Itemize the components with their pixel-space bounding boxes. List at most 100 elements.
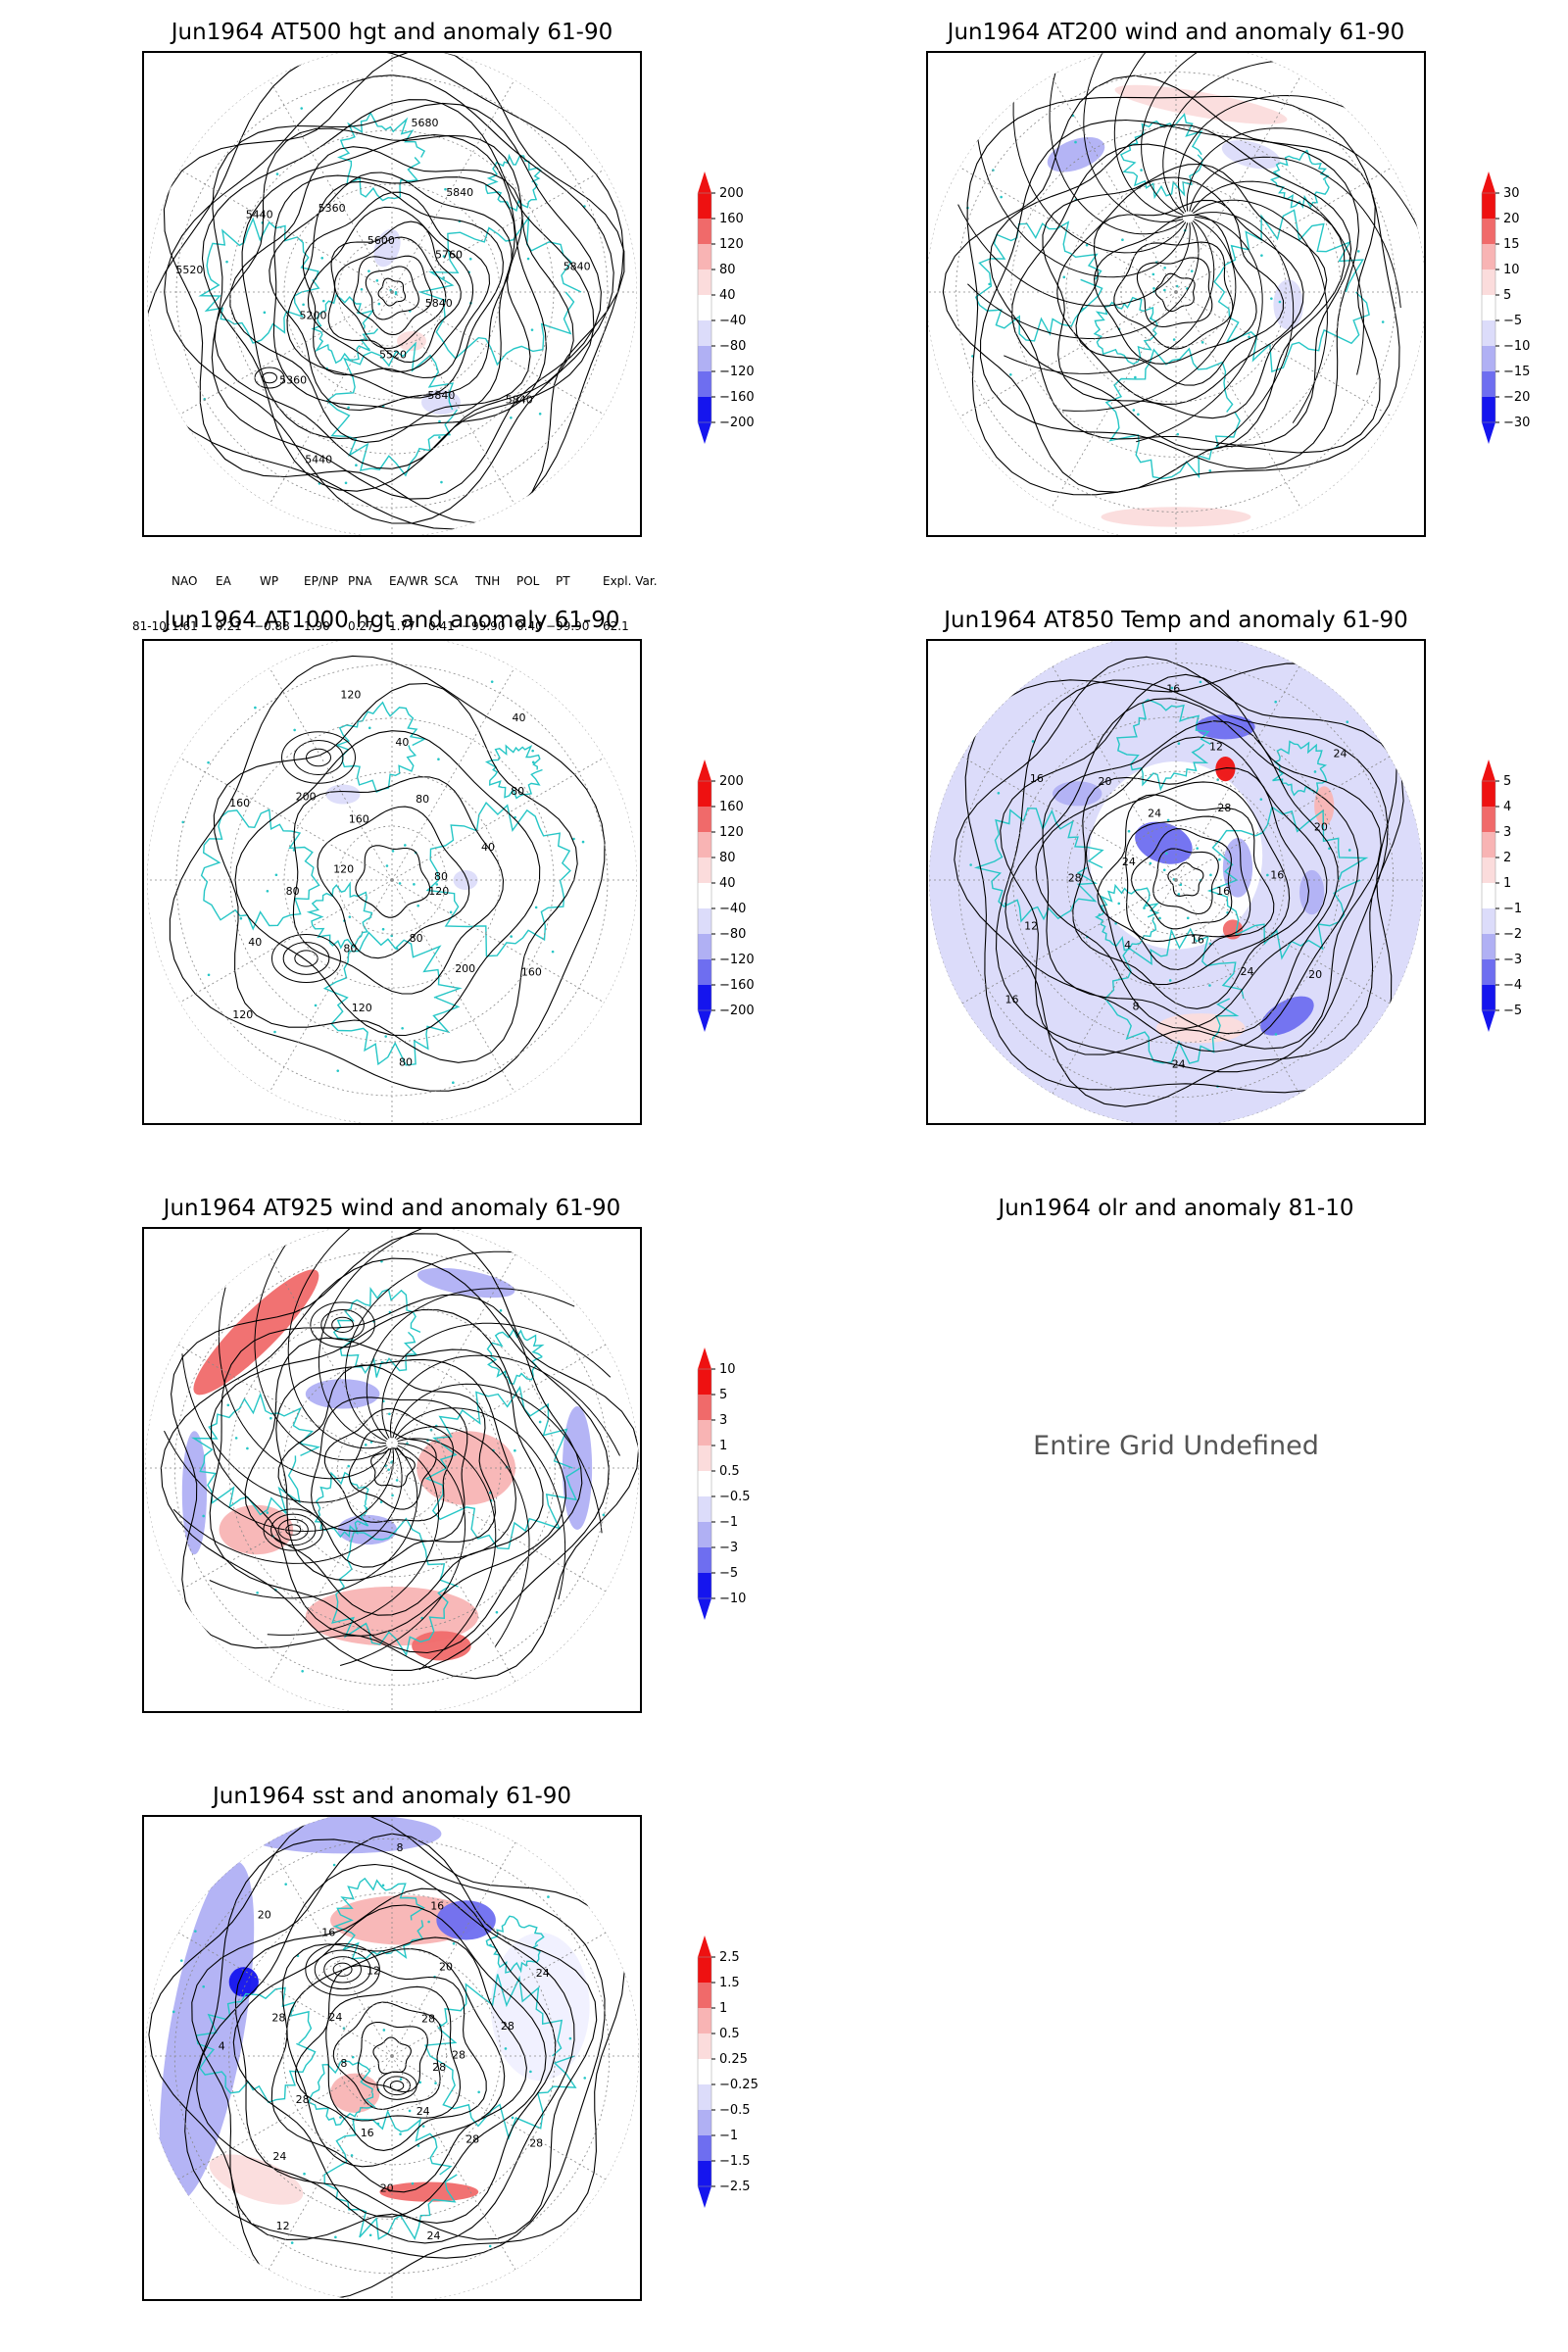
coastline bbox=[334, 701, 427, 794]
coastline bbox=[200, 808, 320, 931]
contour-label: 80 bbox=[399, 1056, 413, 1069]
anomaly-shading bbox=[379, 2181, 479, 2202]
colorbar-bin bbox=[698, 295, 711, 320]
colorbar-arrow-top bbox=[1482, 172, 1495, 193]
island bbox=[421, 2125, 425, 2128]
panel-title-at1000: Jun1964 AT1000 hgt and anomaly 61-90 bbox=[164, 608, 620, 633]
colorbar-bin bbox=[698, 1446, 711, 1471]
island bbox=[395, 947, 399, 951]
island bbox=[568, 2036, 572, 2040]
colorbar-label: −2 bbox=[1503, 927, 1522, 942]
panel-title-at925: Jun1964 AT925 wind and anomaly 61-90 bbox=[163, 1196, 621, 1221]
streamline bbox=[339, 1443, 466, 1666]
island bbox=[226, 1403, 230, 1407]
island bbox=[347, 1464, 350, 1468]
colorbar-bin bbox=[1482, 397, 1495, 422]
undefined-grid-message: Entire Grid Undefined bbox=[1033, 1431, 1319, 1461]
index-value: 0.27 bbox=[348, 619, 374, 633]
island bbox=[1248, 335, 1250, 339]
island bbox=[490, 680, 494, 683]
contour-label: 12 bbox=[367, 1965, 380, 1978]
anomaly-shading bbox=[1101, 507, 1251, 527]
island bbox=[339, 2116, 342, 2119]
island bbox=[449, 910, 453, 914]
island bbox=[526, 257, 530, 261]
coastline bbox=[1104, 347, 1241, 480]
coastline bbox=[1093, 296, 1158, 366]
contour-label: 16 bbox=[1191, 933, 1204, 946]
island bbox=[254, 706, 257, 710]
coastline bbox=[306, 881, 373, 950]
island bbox=[534, 906, 538, 909]
island bbox=[504, 2047, 508, 2050]
island bbox=[234, 1437, 238, 1440]
colorbar-bin bbox=[1482, 371, 1495, 397]
contour-line bbox=[376, 2071, 417, 2100]
colorbar-label: −120 bbox=[719, 365, 755, 379]
map-at925 bbox=[142, 1227, 642, 1713]
contour-line bbox=[942, 74, 1381, 493]
colorbar-arrow-bottom bbox=[1482, 1010, 1495, 1032]
colorbar-at925: 10 5 3 1 0.5 −0.5 −1 −3 −5 −10 bbox=[686, 1348, 774, 1624]
island bbox=[1274, 700, 1277, 704]
index-header: WP bbox=[260, 574, 279, 588]
colorbar-arrow-bottom bbox=[698, 422, 711, 444]
contour-label: 80 bbox=[511, 785, 524, 798]
island bbox=[468, 257, 472, 261]
island bbox=[416, 904, 419, 907]
contour-line bbox=[281, 731, 356, 784]
contour-label: 5520 bbox=[175, 264, 203, 276]
contour-line bbox=[306, 748, 331, 767]
contour-label: 20 bbox=[439, 1961, 453, 1974]
island bbox=[1170, 686, 1174, 690]
island bbox=[581, 840, 585, 844]
colorbar-bin bbox=[698, 2110, 711, 2135]
contour-label: 28 bbox=[466, 2133, 479, 2146]
contour-line bbox=[271, 934, 341, 983]
contour-label: 24 bbox=[272, 2150, 286, 2163]
colorbar-label: 40 bbox=[719, 288, 736, 303]
island bbox=[1031, 740, 1035, 743]
island bbox=[293, 728, 296, 732]
island bbox=[1328, 847, 1331, 851]
colorbar-bin bbox=[1482, 934, 1495, 959]
colorbar-bin bbox=[698, 397, 711, 422]
contour-line bbox=[184, 1838, 606, 2259]
contour-line bbox=[1011, 143, 1346, 451]
contour-line bbox=[1094, 214, 1257, 365]
island bbox=[1000, 195, 1003, 199]
index-value: 0.40 bbox=[516, 619, 543, 633]
colorbar-label: 120 bbox=[719, 237, 744, 252]
coastline bbox=[484, 744, 543, 800]
colorbar-bin bbox=[698, 1395, 711, 1420]
colorbar-label: 5 bbox=[1503, 774, 1511, 789]
contour-label: 4 bbox=[1124, 939, 1131, 952]
contour-label: 28 bbox=[529, 2137, 543, 2150]
contour-label: 40 bbox=[248, 936, 262, 949]
island bbox=[1199, 680, 1202, 684]
island bbox=[1074, 140, 1077, 144]
island bbox=[444, 187, 447, 191]
contour-label: 28 bbox=[452, 2049, 466, 2062]
island bbox=[266, 889, 270, 893]
streamline bbox=[254, 1239, 388, 1461]
map-canvas-at1000: 120 160 200 80 80 120 80 120 40 80 120 160 200 160 120… bbox=[147, 641, 637, 1123]
island bbox=[1163, 266, 1166, 270]
colorbar-at850: 5 4 3 2 1 −1 −2 −3 −4 −5 bbox=[1470, 760, 1558, 1036]
contour-label: 120 bbox=[352, 1002, 372, 1014]
contour-label: 80 bbox=[416, 793, 429, 806]
coastline bbox=[308, 2060, 376, 2127]
island bbox=[477, 2090, 480, 2094]
colorbar-bin bbox=[1482, 219, 1495, 244]
contour-line bbox=[334, 236, 447, 350]
anomaly-shading bbox=[1260, 996, 1314, 1036]
colorbar-arrow-top bbox=[1482, 760, 1495, 781]
streamline bbox=[1049, 53, 1185, 235]
index-header: EA/WR bbox=[389, 574, 429, 588]
coastline bbox=[425, 801, 571, 957]
coastline bbox=[331, 1517, 459, 1657]
colorbar-label: −40 bbox=[719, 314, 746, 328]
contour-label: 5840 bbox=[425, 297, 453, 310]
island bbox=[382, 2029, 386, 2032]
island bbox=[207, 973, 211, 977]
